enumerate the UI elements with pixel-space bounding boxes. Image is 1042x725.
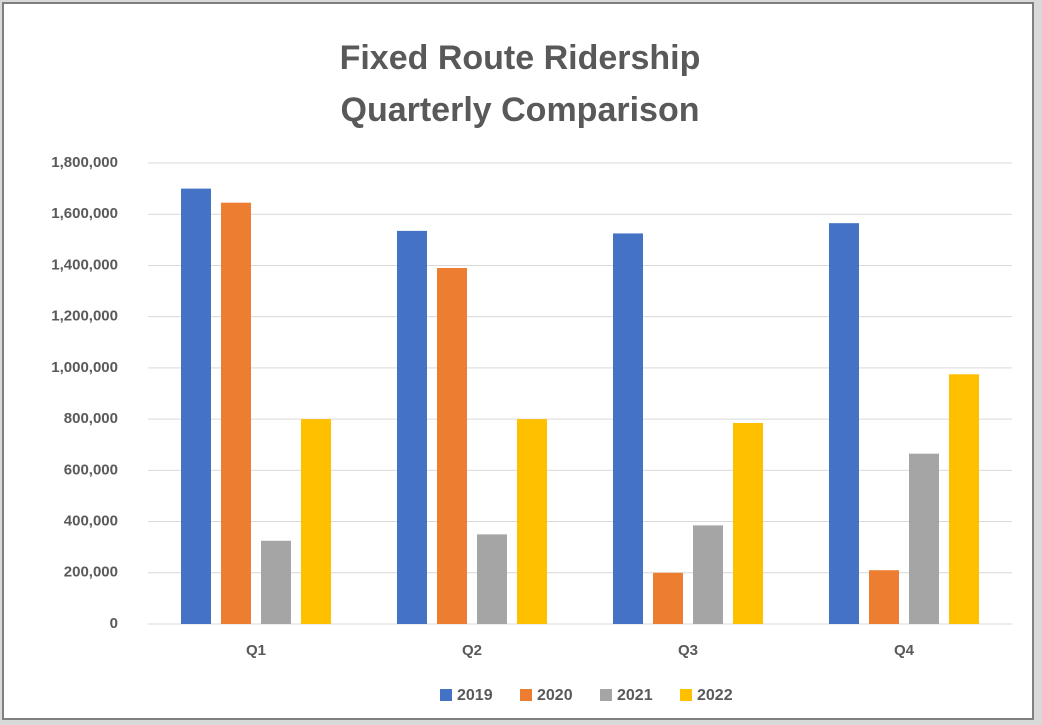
bar <box>397 230 427 624</box>
legend-label: 2022 <box>697 687 733 704</box>
bar <box>653 572 683 624</box>
y-tick-label: 0 <box>110 615 118 632</box>
chart-title: Fixed Route Ridership <box>340 39 701 77</box>
y-tick-label: 400,000 <box>64 513 118 530</box>
x-tick-label: Q2 <box>462 642 482 659</box>
bar <box>909 453 939 624</box>
legend-swatch <box>680 689 692 701</box>
bar <box>221 202 251 625</box>
y-tick-label: 200,000 <box>64 564 118 581</box>
legend-swatch <box>440 689 452 701</box>
y-tick-label: 1,800,000 <box>51 154 118 171</box>
chart-title: Quarterly Comparison <box>341 91 700 129</box>
legend-swatch <box>600 689 612 701</box>
legend-swatch <box>520 689 532 701</box>
x-tick-label: Q1 <box>246 642 266 659</box>
bar <box>301 419 331 624</box>
legend-label: 2021 <box>617 687 653 704</box>
bar <box>829 223 859 625</box>
bar <box>733 422 763 624</box>
y-tick-label: 1,400,000 <box>51 256 118 273</box>
y-tick-label: 1,600,000 <box>51 205 118 222</box>
bar <box>869 570 899 624</box>
bar <box>693 525 723 624</box>
bar <box>261 540 291 624</box>
bar <box>181 188 211 624</box>
bar <box>949 374 979 624</box>
y-tick-label: 1,000,000 <box>51 359 118 376</box>
bar <box>613 233 643 625</box>
bar <box>517 419 547 624</box>
x-tick-label: Q3 <box>678 642 698 659</box>
y-tick-label: 800,000 <box>64 410 118 427</box>
x-tick-label: Q4 <box>894 642 915 659</box>
y-tick-label: 600,000 <box>64 461 118 478</box>
legend-label: 2020 <box>537 687 573 704</box>
bar <box>437 268 467 624</box>
legend-label: 2019 <box>457 687 493 704</box>
y-tick-label: 1,200,000 <box>51 308 118 325</box>
bar <box>477 534 507 624</box>
